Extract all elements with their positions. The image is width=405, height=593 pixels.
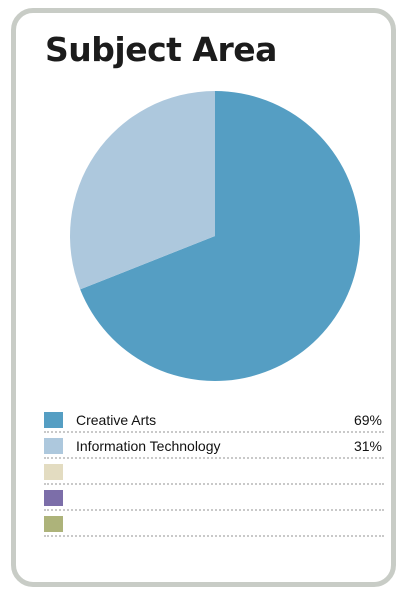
- legend-item: [44, 488, 384, 511]
- chart-title: Subject Area: [45, 30, 277, 69]
- legend-swatch: [44, 438, 63, 454]
- legend-label: Information Technology: [76, 438, 221, 454]
- legend-item: Creative Arts 69%: [44, 410, 384, 433]
- legend-swatch: [44, 516, 63, 532]
- legend-value: 31%: [353, 438, 382, 454]
- legend-value: 69%: [353, 412, 382, 428]
- legend-item: [44, 462, 384, 485]
- pie-slice-information-technology: [69, 91, 215, 290]
- pie-slice-creative-arts: [80, 91, 360, 381]
- legend-swatch: [44, 412, 63, 428]
- legend-swatch: [44, 464, 63, 480]
- legend: Creative Arts 69% Information Technology…: [44, 410, 384, 540]
- legend-item: [44, 514, 384, 537]
- legend-item: Information Technology 31%: [44, 436, 384, 459]
- legend-swatch: [44, 490, 63, 506]
- legend-label: Creative Arts: [76, 412, 157, 428]
